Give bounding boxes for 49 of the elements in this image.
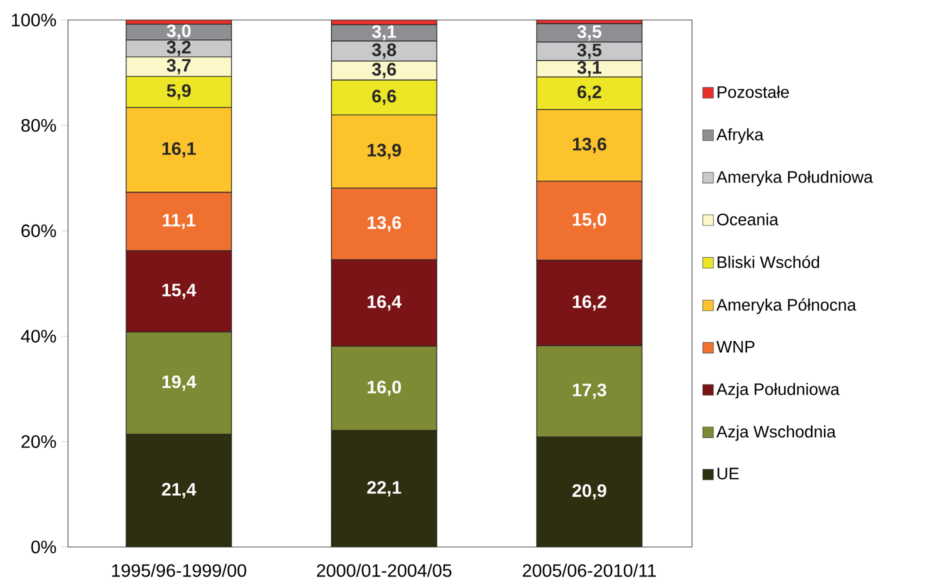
data-label: 3,1 <box>372 25 396 41</box>
data-label: 3,5 <box>577 25 602 41</box>
y-tick-label: 60% <box>22 224 56 238</box>
data-label: 21,4 <box>162 482 196 498</box>
legend-label: Pozostałe <box>718 86 789 98</box>
data-label: 17,3 <box>572 384 606 399</box>
data-label: 16,2 <box>572 295 606 311</box>
data-label: 3,1 <box>577 61 602 76</box>
data-label: 13,9 <box>368 144 401 160</box>
bar <box>536 436 642 547</box>
y-tick-label: 100% <box>12 14 56 26</box>
data-label: 3,7 <box>166 58 191 74</box>
y-tick-label: 20% <box>21 435 56 448</box>
legend-label: Azja Wschodnia <box>716 425 836 441</box>
data-label: 13,6 <box>368 216 401 232</box>
bar <box>331 430 438 547</box>
legend-label: Afryka <box>716 128 764 144</box>
data-label: 5,9 <box>166 84 191 100</box>
legend-label: UE <box>718 468 739 480</box>
data-label: 13,6 <box>572 138 606 154</box>
data-label: 3,2 <box>166 40 191 56</box>
data-label: 6,6 <box>372 90 396 106</box>
data-label: 19,4 <box>162 375 196 391</box>
data-label: 16,1 <box>162 142 196 158</box>
legend-label: WNP <box>716 340 754 352</box>
data-label: 3,0 <box>166 24 191 40</box>
data-label: 3,8 <box>372 43 396 59</box>
bar <box>126 434 232 547</box>
data-label: 16,4 <box>368 295 402 311</box>
data-label: 3,6 <box>372 62 396 78</box>
y-tick-label: 40% <box>21 330 56 343</box>
x-tick-label: 2000/01-2004/05 <box>316 564 452 577</box>
data-label: 15,0 <box>572 213 606 228</box>
legend-label: Oceania <box>717 213 778 226</box>
y-tick-label: 80% <box>21 119 56 132</box>
x-tick-label: 1995/96-1999/00 <box>112 564 246 577</box>
x-tick-label: 2005/06-2010/11 <box>522 564 656 577</box>
legend-label: Azja Południowa <box>716 382 840 398</box>
data-label: 20,9 <box>572 484 606 500</box>
data-label: 3,5 <box>577 44 602 60</box>
data-label: 15,4 <box>162 284 196 299</box>
legend-label: Ameryka Północna <box>716 298 856 314</box>
y-tick-label: 0% <box>31 540 56 554</box>
data-label: 6,2 <box>578 86 602 101</box>
legend-label: Bliski Wschód <box>718 256 820 268</box>
data-label: 16,0 <box>368 380 401 396</box>
legend-label: Ameryka Południowa <box>716 170 873 186</box>
data-label: 11,1 <box>162 214 196 230</box>
data-label: 22,1 <box>367 481 402 496</box>
